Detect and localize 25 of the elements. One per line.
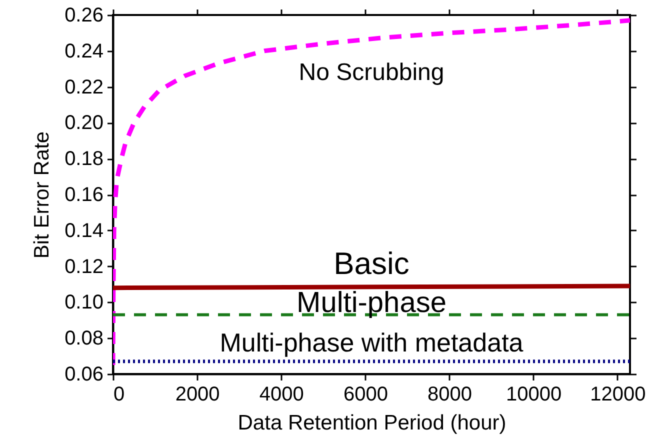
series-label: Basic <box>334 246 410 281</box>
y-tick-label: 0.20 <box>64 112 104 134</box>
y-tick-label: 0.16 <box>64 184 104 206</box>
x-tick-label: 6000 <box>343 384 388 406</box>
y-tick-label: 0.08 <box>64 328 104 350</box>
x-tick-label: 12000 <box>590 384 646 406</box>
y-tick-label: 0.12 <box>64 256 104 278</box>
y-tick-label: 0.10 <box>64 292 104 314</box>
series-label: Multi-phase <box>296 286 446 319</box>
y-tick-label: 0.22 <box>64 76 104 98</box>
x-tick-label: 8000 <box>428 384 472 406</box>
y-tick-label: 0.26 <box>64 4 104 26</box>
line-series <box>113 18 630 368</box>
x-axis-title: Data Retention Period (hour) <box>238 412 506 434</box>
y-tick-label: 0.06 <box>64 364 104 386</box>
x-tick-label: 4000 <box>259 384 304 406</box>
y-tick-label: 0.24 <box>64 40 104 62</box>
series-label: Multi-phase with metadata <box>220 327 524 358</box>
y-axis-title: Bit Error Rate <box>30 131 54 259</box>
series-label: No Scrubbing <box>298 58 444 86</box>
x-tick-label: 0 <box>114 384 125 406</box>
y-tick-label: 0.14 <box>64 220 104 242</box>
x-tick-label: 2000 <box>175 384 220 406</box>
y-tick-label: 0.18 <box>64 148 104 170</box>
x-tick-label: 10000 <box>506 384 562 406</box>
